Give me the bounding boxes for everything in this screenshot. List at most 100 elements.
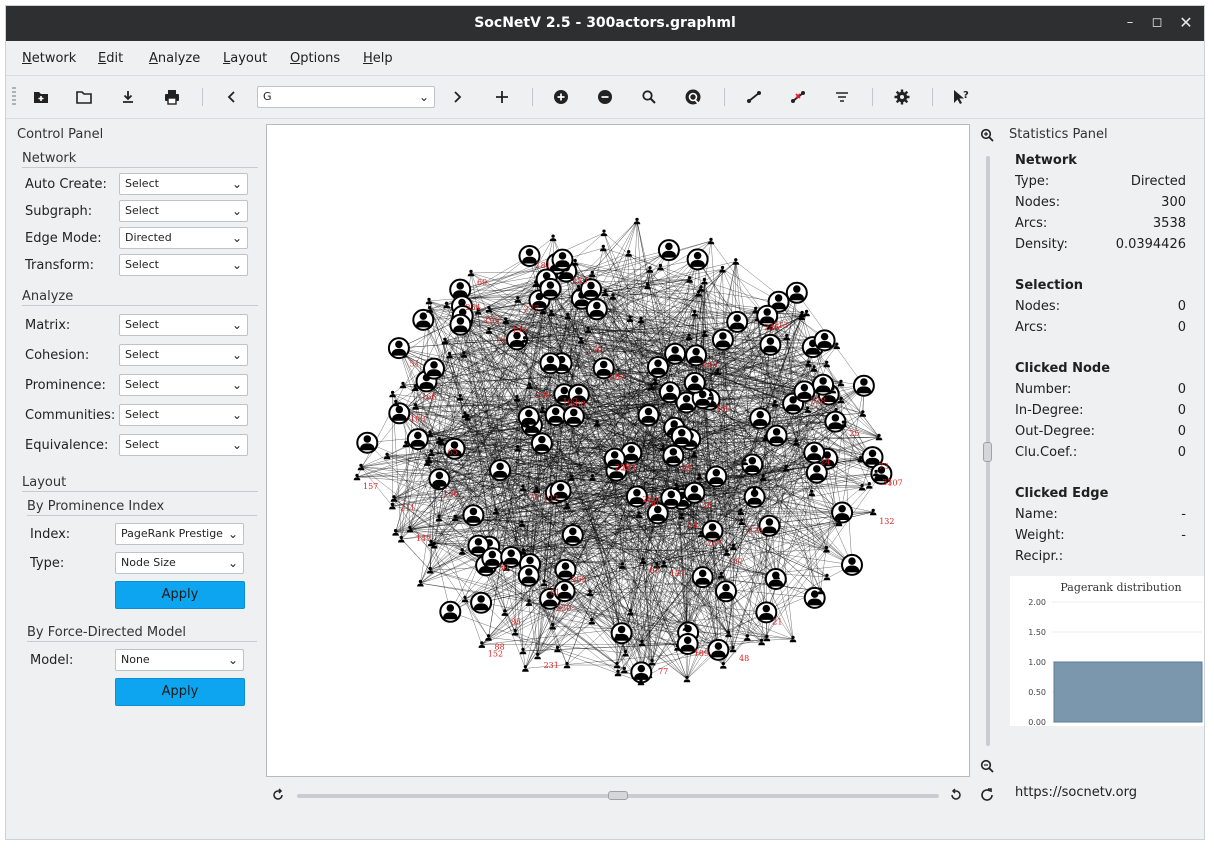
graph-node[interactable] [518,245,541,267]
graph-node[interactable] [707,393,714,400]
minimize-icon[interactable]: – [1126,15,1134,30]
graph-node[interactable] [467,534,490,557]
graph-node[interactable] [613,661,621,669]
graph-node[interactable] [506,328,528,351]
find-node-icon[interactable] [637,85,661,109]
graph-node[interactable] [732,258,740,265]
graph-node[interactable] [390,495,398,502]
graph-node[interactable] [701,330,708,337]
graph-node[interactable] [539,352,562,375]
graph-node[interactable] [412,403,419,410]
graph-node[interactable] [720,662,727,669]
graph-node[interactable] [458,548,466,555]
add-node-icon[interactable] [490,85,514,109]
graph-node[interactable] [639,557,647,564]
graph-node[interactable] [492,508,500,515]
graph-node[interactable] [549,622,556,630]
graph-node[interactable] [456,394,464,401]
menu-edit[interactable]: Edit [98,51,123,66]
graph-node[interactable] [609,293,617,300]
graph-node[interactable] [530,432,553,455]
graph-node[interactable] [660,560,668,568]
graph-node[interactable] [685,344,708,367]
graph-node[interactable] [833,342,841,350]
graph-node[interactable] [738,518,745,525]
graph-node[interactable] [561,524,584,547]
graph-node[interactable] [798,313,806,320]
graph-node[interactable] [869,508,877,516]
zoom-in-icon[interactable] [977,125,997,145]
graph-node[interactable] [626,315,634,322]
graph-node[interactable] [653,497,660,505]
graph-node[interactable] [485,327,493,334]
graph-node[interactable] [627,608,634,616]
graph-node[interactable] [658,381,681,404]
graph-node[interactable] [831,501,854,524]
graph-node[interactable] [711,328,734,351]
graph-node[interactable] [625,250,632,257]
graph-node[interactable] [589,270,596,278]
graph-node[interactable] [763,634,771,642]
maximize-icon[interactable]: ◻ [1151,15,1163,30]
graph-node[interactable] [353,473,361,481]
save-download-icon[interactable] [116,85,140,109]
graph-node[interactable] [526,382,533,390]
subgraph-select[interactable]: Select ⌄ [119,200,248,222]
graph-node[interactable] [443,437,466,460]
zoom-in-node-icon[interactable] [549,85,573,109]
graph-node[interactable] [717,571,725,579]
graph-node[interactable] [646,266,654,273]
graph-node[interactable] [758,514,781,537]
graph-node[interactable] [571,259,579,266]
graph-node[interactable] [533,486,541,493]
graph-node[interactable] [648,658,656,666]
zoom-slider-handle[interactable] [983,442,992,462]
graph-node[interactable] [758,638,765,646]
graph-node[interactable] [441,337,449,345]
graph-node[interactable] [723,549,731,556]
graph-node[interactable] [737,508,745,515]
graph-node[interactable] [603,447,626,470]
graph-node[interactable] [714,368,722,375]
graph-node[interactable] [707,638,730,661]
graph-node[interactable] [803,586,826,609]
graph-node[interactable] [657,239,680,262]
graph-node[interactable] [601,289,609,296]
graph-node[interactable] [691,566,714,589]
new-network-icon[interactable] [29,85,53,109]
graph-node[interactable] [460,351,468,358]
graph-node[interactable] [589,474,596,481]
graph-node[interactable] [730,543,737,551]
graph-node[interactable] [685,333,693,341]
graph-node[interactable] [406,525,414,533]
graph-node[interactable] [619,562,626,569]
graph-node[interactable] [686,248,709,271]
remove-edge-icon[interactable] [786,85,810,109]
graph-node[interactable] [648,383,655,391]
graph-node[interactable] [852,374,875,397]
graph-node[interactable] [637,678,645,686]
menu-analyze[interactable]: Analyze [149,51,200,66]
settings-icon[interactable] [890,85,914,109]
graph-node[interactable] [517,406,540,429]
graph-node[interactable] [823,573,831,581]
graph-node[interactable] [585,298,608,321]
graph-node[interactable] [622,649,629,657]
graph-node[interactable] [812,373,835,396]
remove-node-icon[interactable] [593,85,617,109]
graph-node[interactable] [461,595,469,603]
graph-node[interactable] [683,371,706,394]
graph-node[interactable] [383,452,391,460]
graph-node[interactable] [356,431,379,454]
transform-select[interactable]: Select ⌄ [119,254,248,276]
cohesion-select[interactable]: Select ⌄ [119,344,248,366]
graph-node[interactable] [683,675,691,683]
graph-node[interactable] [762,434,769,442]
graph-node[interactable] [446,351,453,359]
graph-node[interactable] [534,652,541,660]
graph-node[interactable] [461,411,469,418]
graph-node[interactable] [532,280,539,288]
graph-node[interactable] [357,463,365,471]
website-link[interactable]: https://socnetv.org [1015,785,1137,800]
graph-node[interactable] [837,379,845,387]
